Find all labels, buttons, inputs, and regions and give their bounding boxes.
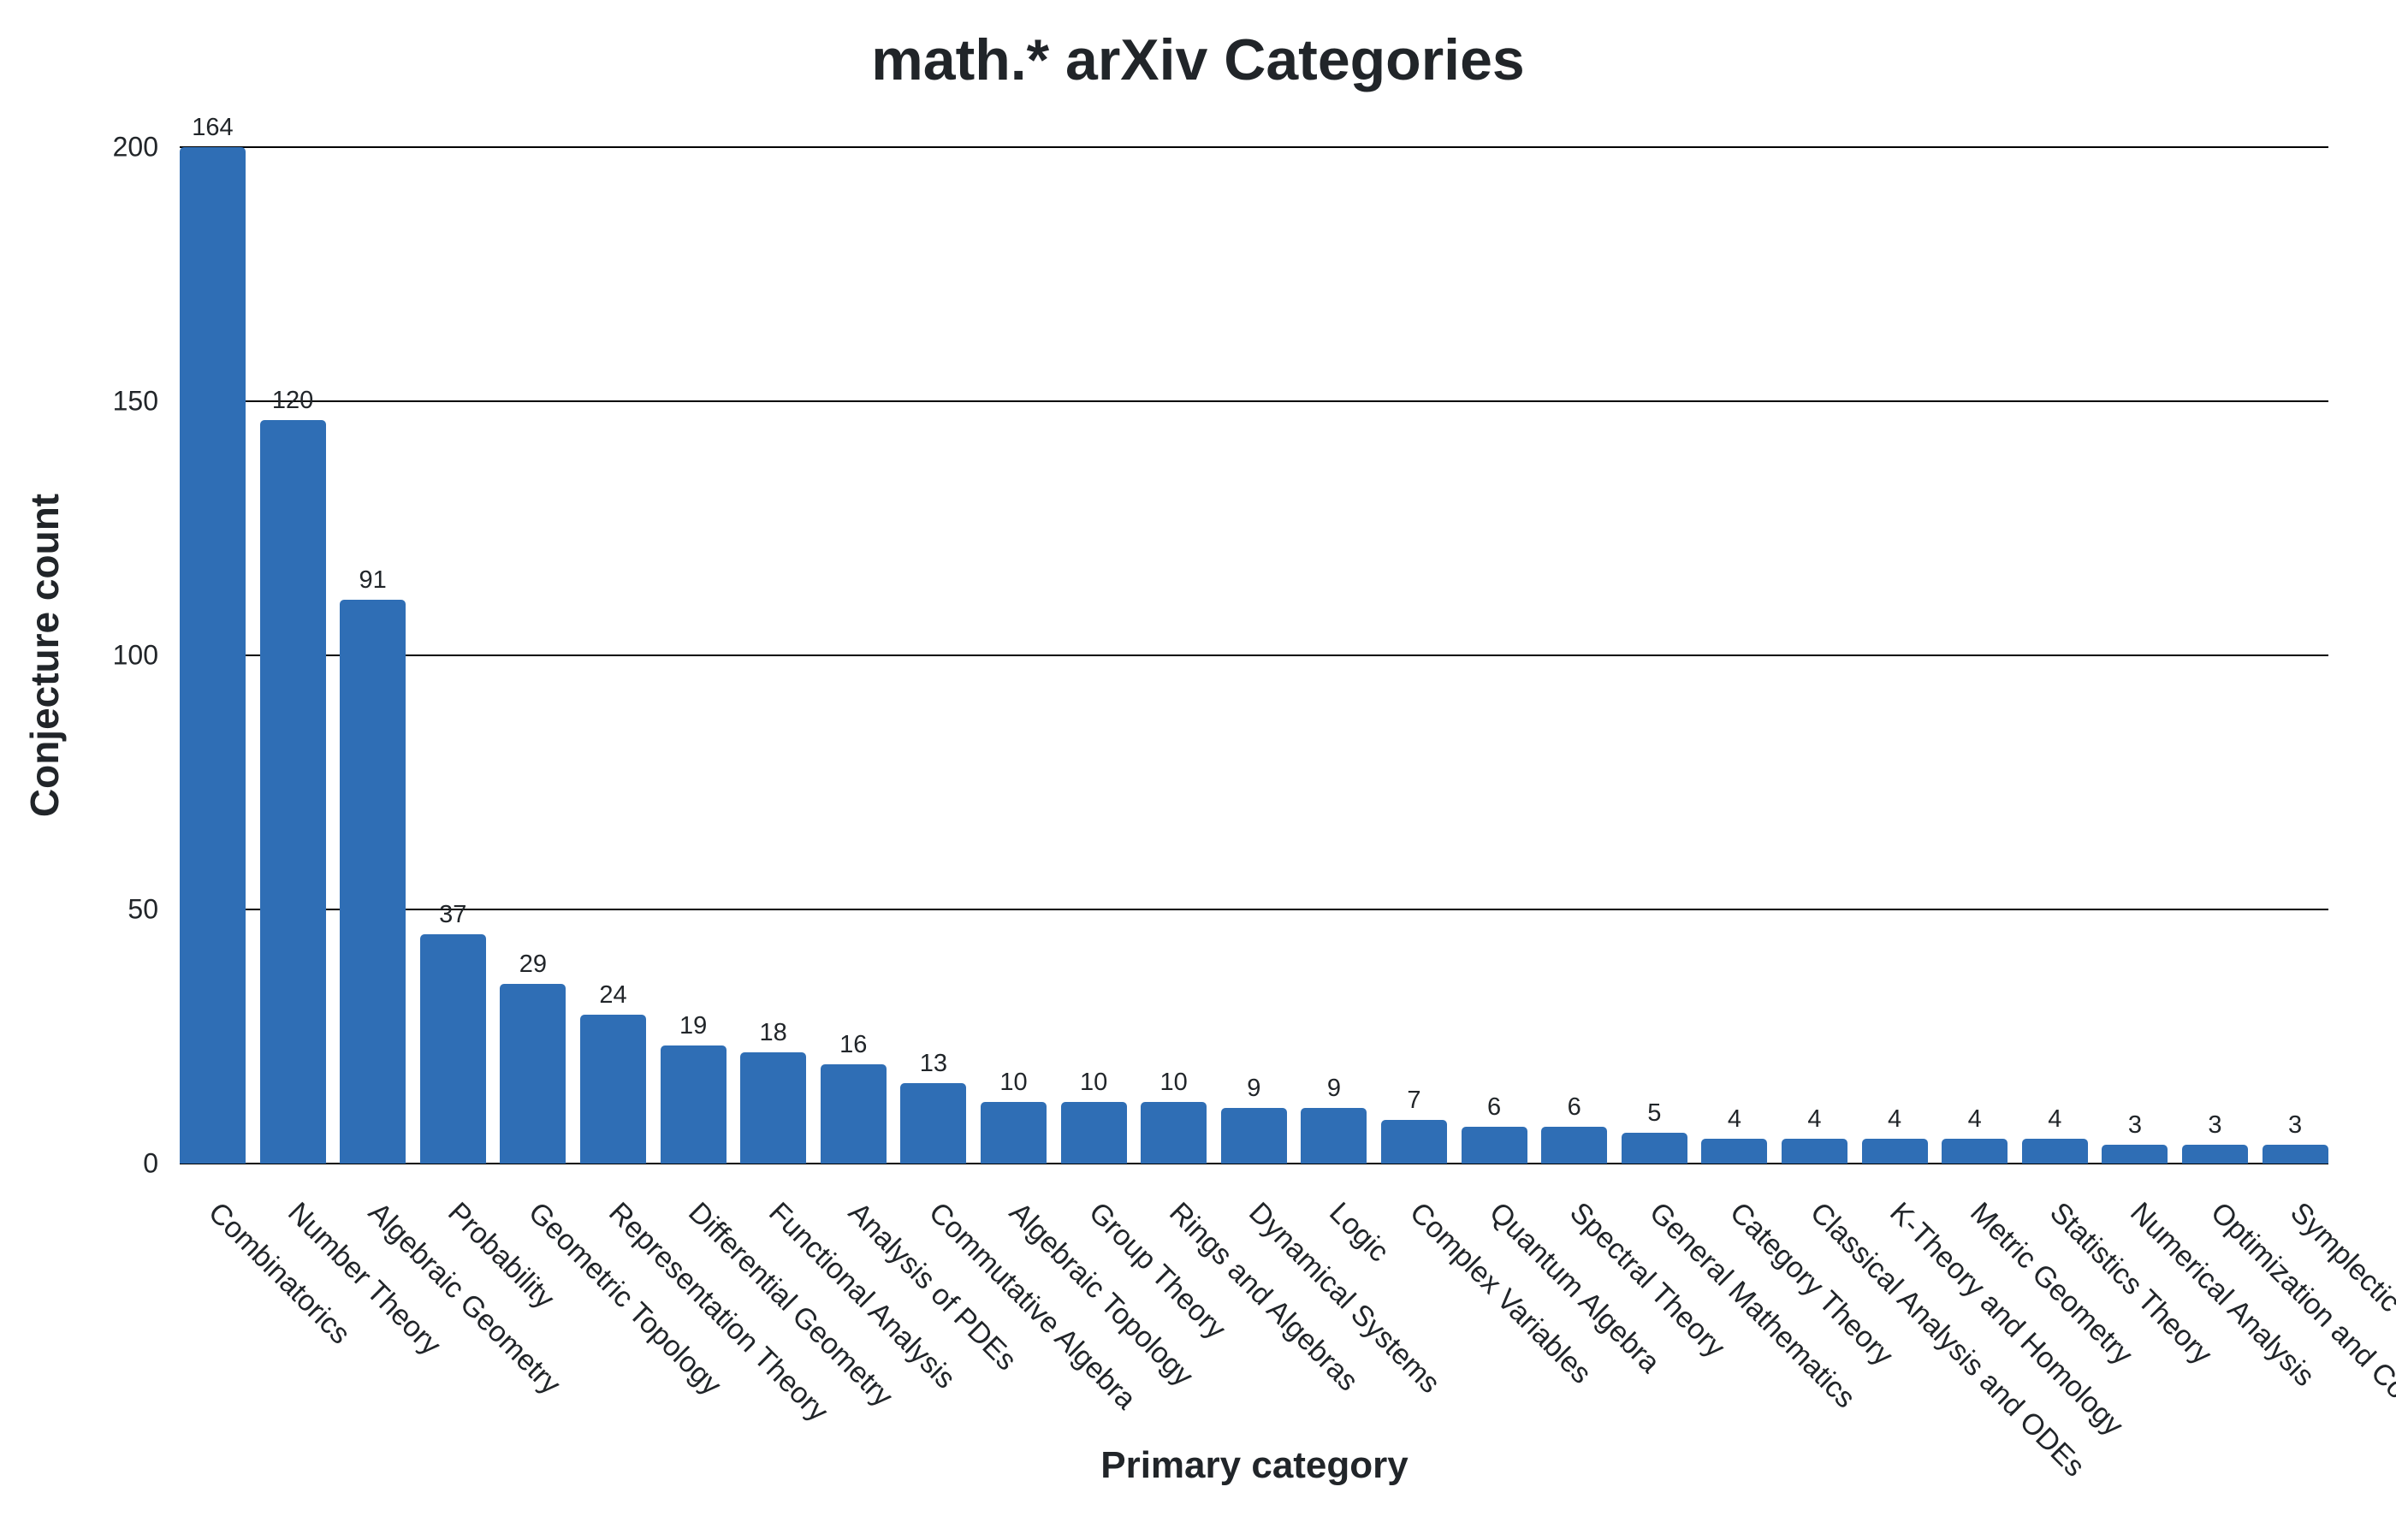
bar <box>419 933 486 1164</box>
bar-value-label: 9 <box>1247 1074 1261 1102</box>
bar-value-label: 37 <box>439 900 467 928</box>
plot-area <box>180 146 2328 1164</box>
bar <box>340 599 406 1164</box>
bar-value-label: 4 <box>2048 1105 2062 1134</box>
bar-value-label: 18 <box>759 1018 787 1046</box>
bar-value-label: 29 <box>519 950 548 978</box>
bar-value-label: 120 <box>271 386 314 414</box>
bar-value-label: 13 <box>919 1049 948 1077</box>
bar-value-label: 6 <box>1567 1093 1581 1121</box>
bar-value-label: 3 <box>2208 1111 2222 1140</box>
y-tick-label: 150 <box>112 385 158 417</box>
bar <box>580 1015 646 1164</box>
gridline-50 <box>180 909 2328 910</box>
bar <box>1381 1120 1447 1164</box>
bar <box>1701 1139 1768 1164</box>
bar <box>1060 1101 1127 1164</box>
y-tick-label: 200 <box>112 131 158 163</box>
bar-value-label: 7 <box>1407 1087 1421 1115</box>
bar-value-label: 4 <box>1807 1105 1822 1134</box>
bar <box>1621 1132 1687 1164</box>
bar-value-label: 16 <box>839 1031 868 1059</box>
bar <box>1942 1139 2008 1164</box>
bar <box>660 1045 727 1164</box>
bar-value-label: 10 <box>999 1068 1028 1096</box>
bar <box>2182 1145 2248 1164</box>
bar <box>1782 1139 1847 1164</box>
bar <box>820 1064 887 1164</box>
bar <box>2102 1145 2168 1164</box>
x-axis-baseline <box>180 1163 2328 1164</box>
bar-value-label: 4 <box>1727 1105 1741 1134</box>
bar <box>1141 1101 1207 1164</box>
y-tick-label: 0 <box>143 1147 158 1179</box>
bar <box>1861 1139 1928 1164</box>
bar-value-label: 10 <box>1159 1068 1188 1096</box>
bar <box>900 1082 967 1164</box>
bar-value-label: 6 <box>1487 1093 1502 1121</box>
bar-value-label: 10 <box>1079 1068 1108 1096</box>
bar-value-label: 164 <box>192 114 234 141</box>
bar <box>1220 1107 1287 1164</box>
chart-title: math.* arXiv Categories <box>871 27 1525 92</box>
bar <box>740 1051 807 1164</box>
x-category-label: Group Theory <box>1082 1196 1232 1346</box>
bar-value-label: 9 <box>1326 1074 1341 1102</box>
gridline-200 <box>180 146 2328 148</box>
y-tick-label: 100 <box>112 639 158 671</box>
bar <box>1461 1126 1527 1164</box>
bar-value-label: 5 <box>1647 1099 1662 1127</box>
bar <box>259 419 326 1164</box>
bar-value-label: 4 <box>1888 1105 1902 1134</box>
bar <box>2021 1139 2088 1164</box>
x-category-label: Logic <box>1323 1196 1396 1269</box>
bar <box>981 1101 1047 1164</box>
y-tick-label: 50 <box>128 893 158 925</box>
bar <box>180 147 246 1164</box>
bar-value-label: 19 <box>679 1012 708 1040</box>
x-axis-title: Primary category <box>1100 1444 1409 1486</box>
gridline-150 <box>180 400 2328 402</box>
x-category-label: Combinatorics <box>201 1196 357 1351</box>
bar-value-label: 3 <box>2127 1111 2142 1140</box>
bar-value-label: 91 <box>359 566 387 594</box>
bar-value-label: 4 <box>1967 1105 1982 1134</box>
bar-value-label: 3 <box>2288 1111 2303 1140</box>
bar <box>1301 1107 1367 1164</box>
bar <box>500 983 566 1164</box>
gridline-100 <box>180 654 2328 656</box>
bar <box>2262 1145 2328 1164</box>
bar <box>1541 1126 1608 1164</box>
bar-value-label: 24 <box>599 981 627 1010</box>
